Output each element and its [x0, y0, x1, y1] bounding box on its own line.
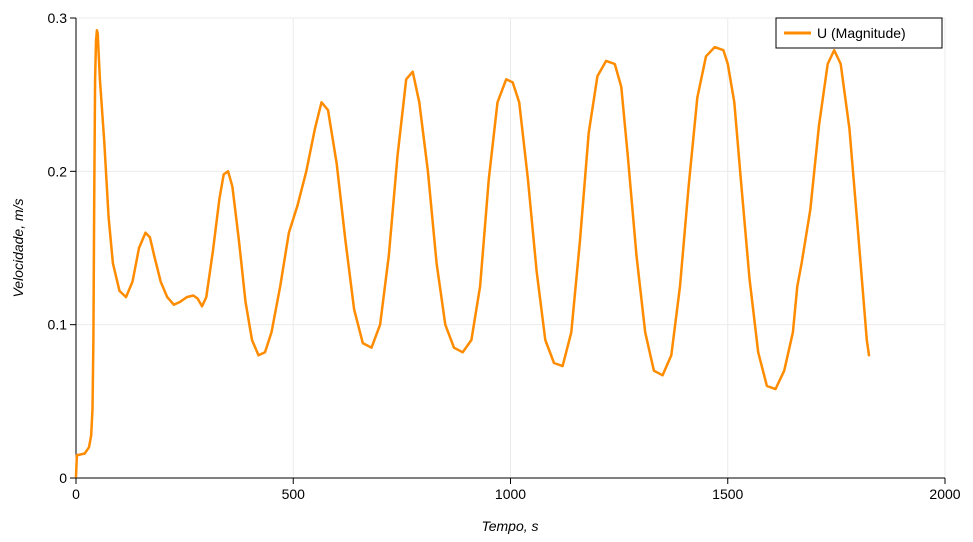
y-axis-title: Velocidade, m/s [10, 198, 26, 297]
y-tick-label: 0.2 [48, 163, 68, 179]
legend-box [775, 17, 943, 49]
x-tick-label: 500 [282, 486, 306, 502]
grid-lines [76, 17, 946, 478]
x-axis-title: Tempo, s [481, 518, 538, 534]
legend-label: U (Magnitude) [817, 25, 906, 41]
y-tick-label: 0 [59, 470, 67, 486]
x-ticks: 0 500 1000 1500 2000 [72, 478, 961, 502]
y-ticks: 0 0.1 0.2 0.3 [48, 10, 76, 486]
y-tick-label: 0.3 [48, 10, 68, 26]
x-tick-label: 0 [72, 486, 80, 502]
series-line-u-magnitude [74, 29, 871, 478]
x-tick-label: 1500 [712, 486, 743, 502]
y-tick-label: 0.1 [48, 317, 68, 333]
x-tick-label: 1000 [495, 486, 526, 502]
series-group [74, 29, 871, 478]
legend: U (Magnitude) [775, 17, 943, 49]
x-tick-label: 2000 [929, 486, 960, 502]
